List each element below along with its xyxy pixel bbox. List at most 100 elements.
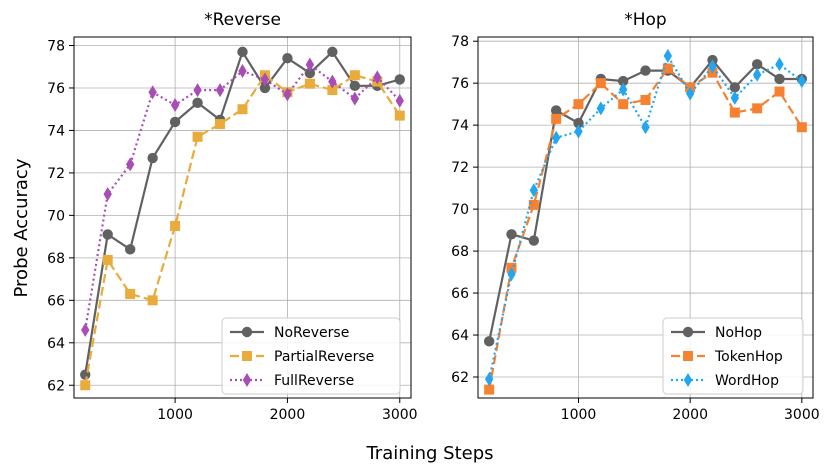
y-tick-label: 78 [47, 38, 65, 54]
legend-marker-noreverse [241, 326, 253, 338]
data-point-nohop [640, 65, 651, 76]
legend-box [221, 317, 401, 395]
axes-frame [477, 36, 814, 399]
data-point-noreverse [102, 229, 113, 240]
data-point-tokenhop [796, 122, 807, 133]
data-point-tokenhop [528, 199, 539, 210]
data-point-fullreverse [350, 91, 360, 106]
data-point-wordhop [574, 124, 583, 139]
data-point-noreverse [327, 46, 338, 58]
legend-marker-partialreverse [242, 351, 252, 361]
data-point-fullreverse [238, 63, 247, 78]
data-point-fullreverse [103, 187, 112, 202]
series-line-partialreverse [84, 73, 401, 386]
y-tick-label: 74 [451, 118, 469, 134]
legend-label-tokenhop: TokenHop [714, 349, 783, 365]
y-tick-label: 74 [47, 123, 65, 139]
data-point-nohop [751, 59, 763, 70]
data-point-tokenhop [551, 113, 562, 124]
y-tick-label: 72 [47, 166, 65, 182]
legend-label-partialreverse: PartialReverse [274, 349, 374, 365]
data-point-fullreverse [170, 97, 180, 112]
data-point-wordhop [484, 372, 494, 387]
data-point-nohop [528, 235, 540, 246]
y-tick-label: 76 [451, 76, 469, 92]
data-point-noreverse [304, 67, 316, 79]
data-point-wordhop [752, 67, 762, 82]
data-point-noreverse [237, 46, 248, 58]
data-point-nohop [550, 105, 562, 116]
data-point-fullreverse [283, 87, 292, 102]
data-point-wordhop [618, 82, 628, 97]
data-point-nohop [483, 336, 495, 347]
y-tick-label: 64 [451, 328, 469, 344]
data-point-nohop [729, 82, 741, 93]
y-tick-label: 68 [451, 244, 469, 260]
data-point-fullreverse [305, 57, 315, 72]
data-point-partialreverse [237, 104, 248, 115]
data-point-wordhop [529, 183, 539, 198]
data-point-wordhop [641, 120, 650, 135]
data-point-tokenhop [640, 94, 651, 105]
data-point-wordhop [730, 90, 740, 105]
figure-y-label: Probe Accuracy [11, 158, 32, 297]
y-tick-label: 66 [47, 293, 65, 309]
data-point-wordhop [663, 48, 673, 63]
data-point-fullreverse [373, 70, 382, 85]
x-tick-label: 3000 [784, 407, 820, 423]
data-point-partialreverse [80, 380, 91, 391]
data-point-tokenhop [595, 78, 606, 89]
x-tick-label: 1000 [157, 407, 193, 423]
x-tick-label: 2000 [270, 407, 306, 423]
x-tick-label: 3000 [382, 407, 418, 423]
y-tick-label: 72 [451, 160, 469, 176]
data-point-partialreverse [125, 288, 136, 299]
chart-reverse: *Reverse 1000 2000 3000 62 64 66 68 70 72 74 76 78 No… [47, 10, 417, 423]
figure-x-label: Training Steps [365, 443, 493, 464]
y-tick-label: 62 [451, 370, 469, 386]
legend-label-noreverse: NoReverse [274, 325, 349, 341]
data-point-noreverse [147, 152, 158, 164]
data-point-fullreverse [148, 85, 157, 100]
data-point-partialreverse [215, 119, 226, 130]
axes-frame [73, 36, 412, 399]
data-point-tokenhop [618, 99, 629, 110]
data-point-wordhop [685, 86, 695, 101]
legend-label-fullreverse: FullReverse [274, 373, 354, 389]
data-point-partialreverse [147, 295, 158, 306]
data-point-partialreverse [327, 85, 338, 96]
chart-hop: *Hop 1000 2000 3000 62 64 66 68 70 72 74 76 78 NoHop T… [451, 10, 819, 423]
data-point-tokenhop [752, 103, 763, 114]
x-tick-label: 1000 [561, 407, 597, 423]
data-point-nohop [573, 117, 584, 129]
y-tick-label: 64 [47, 336, 65, 352]
chart-title-reverse: *Reverse [204, 10, 281, 30]
legend-label-nohop: NoHop [715, 325, 762, 341]
data-point-wordhop [551, 130, 561, 145]
data-point-wordhop [708, 59, 717, 74]
data-point-tokenhop [774, 86, 785, 97]
chart-title-hop: *Hop [624, 10, 666, 30]
data-point-noreverse [169, 116, 181, 128]
data-point-partialreverse [102, 254, 113, 265]
data-point-partialreverse [349, 70, 360, 81]
data-point-nohop [617, 75, 629, 87]
legend-label-wordhop: WordHop [715, 373, 779, 389]
y-tick-label: 70 [451, 202, 469, 218]
legend-marker-nohop [682, 326, 694, 338]
data-point-fullreverse [81, 323, 90, 338]
legend-marker-fullreverse [242, 373, 252, 387]
y-tick-label: 76 [47, 81, 65, 97]
y-tick-label: 62 [47, 378, 65, 394]
data-point-noreverse [259, 82, 271, 94]
data-point-fullreverse [215, 83, 225, 98]
data-point-wordhop [596, 101, 606, 116]
data-point-nohop [506, 229, 517, 240]
data-point-fullreverse [328, 74, 337, 89]
data-point-noreverse [394, 74, 405, 85]
data-point-fullreverse [260, 72, 270, 87]
y-tick-label: 66 [451, 286, 469, 302]
y-tick-label: 68 [47, 251, 65, 267]
data-point-partialreverse [170, 220, 181, 231]
